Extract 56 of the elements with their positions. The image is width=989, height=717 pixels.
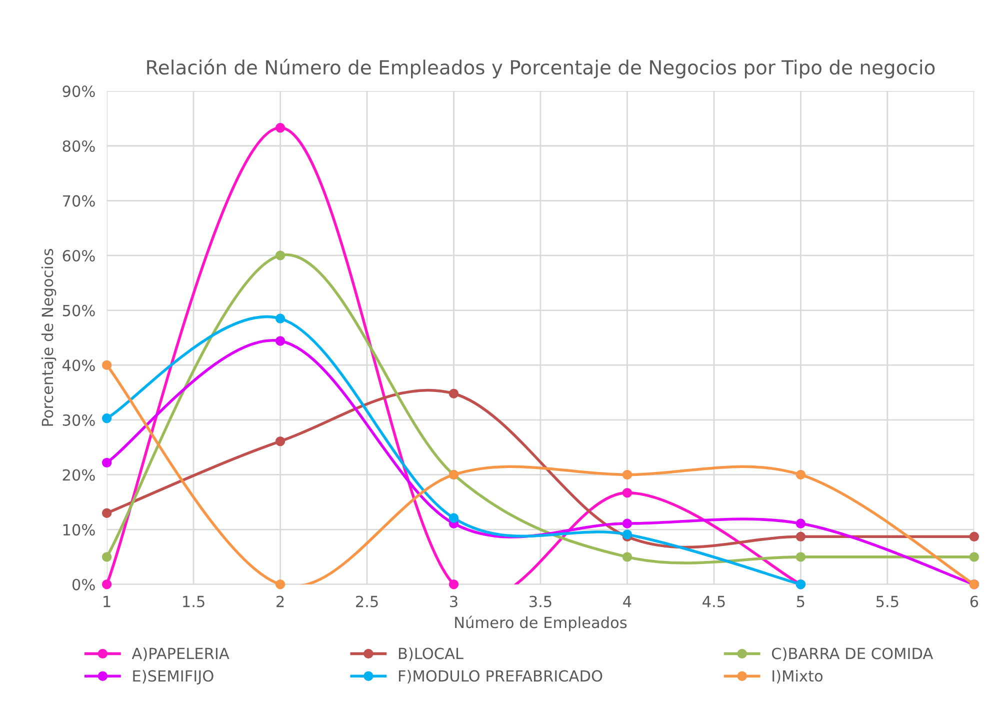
legend-label: E)SEMIFIJO	[133, 670, 214, 685]
point	[622, 552, 632, 562]
point	[275, 579, 286, 590]
x-tick-label: 3.5	[530, 596, 552, 608]
legend-label: B)LOCAL	[398, 647, 464, 662]
point	[275, 122, 286, 133]
x-tick-label: 1	[104, 596, 110, 608]
point	[102, 579, 112, 590]
point	[796, 470, 806, 480]
y-tick-label: 10%	[63, 524, 95, 536]
y-tick-label: 0%	[72, 578, 95, 590]
point	[275, 336, 286, 346]
y-tick-label: 50%	[62, 304, 95, 316]
point	[796, 532, 806, 542]
point	[102, 508, 112, 518]
point	[969, 532, 980, 542]
y-tick-label: 80%	[62, 140, 95, 152]
y-tick-label: 70%	[62, 195, 95, 207]
point	[622, 518, 632, 528]
legend-label: C)BARRA DE COMIDA	[772, 647, 934, 662]
point	[102, 413, 112, 424]
point	[796, 552, 806, 562]
point	[102, 552, 112, 562]
x-tick-label: 4.5	[702, 596, 725, 608]
point	[448, 513, 459, 523]
x-tick-label: 4	[623, 596, 632, 608]
point	[102, 458, 112, 468]
chart-title: Relación de Número de Empleados y Porcentaje de Negocios por Tipo de negocio	[147, 58, 935, 78]
legend-label: I)Mixto	[772, 670, 823, 684]
x-axis-title: Número de Empleados	[455, 616, 627, 632]
point	[796, 518, 806, 528]
y-tick-label: 20%	[62, 469, 95, 481]
legend-label: F)MODULO PREFABRICADO	[398, 670, 602, 684]
legend-label: A)PAPELERIA	[132, 647, 230, 662]
x-tick-label: 2.5	[356, 596, 378, 608]
y-tick-label: 40%	[62, 360, 95, 372]
x-tick-label: 6	[970, 596, 978, 608]
y-tick-label: 60%	[62, 250, 95, 262]
point	[622, 530, 632, 540]
point	[622, 488, 632, 498]
point	[969, 552, 980, 562]
point	[448, 388, 459, 398]
x-tick-label: 1.5	[183, 596, 204, 608]
x-tick-label: 3	[450, 596, 458, 608]
point	[275, 250, 286, 260]
point	[102, 360, 112, 370]
point	[622, 470, 632, 480]
point	[275, 436, 286, 446]
point	[275, 314, 286, 324]
x-tick-label: 2	[276, 596, 284, 608]
y-tick-label: 90%	[62, 86, 95, 98]
y-axis-title: Porcentaje de Negocios	[41, 248, 56, 426]
y-tick-label: 30%	[62, 414, 95, 426]
point	[448, 579, 459, 590]
x-tick-label: 5	[797, 596, 804, 608]
x-tick-label: 5.5	[876, 596, 898, 608]
